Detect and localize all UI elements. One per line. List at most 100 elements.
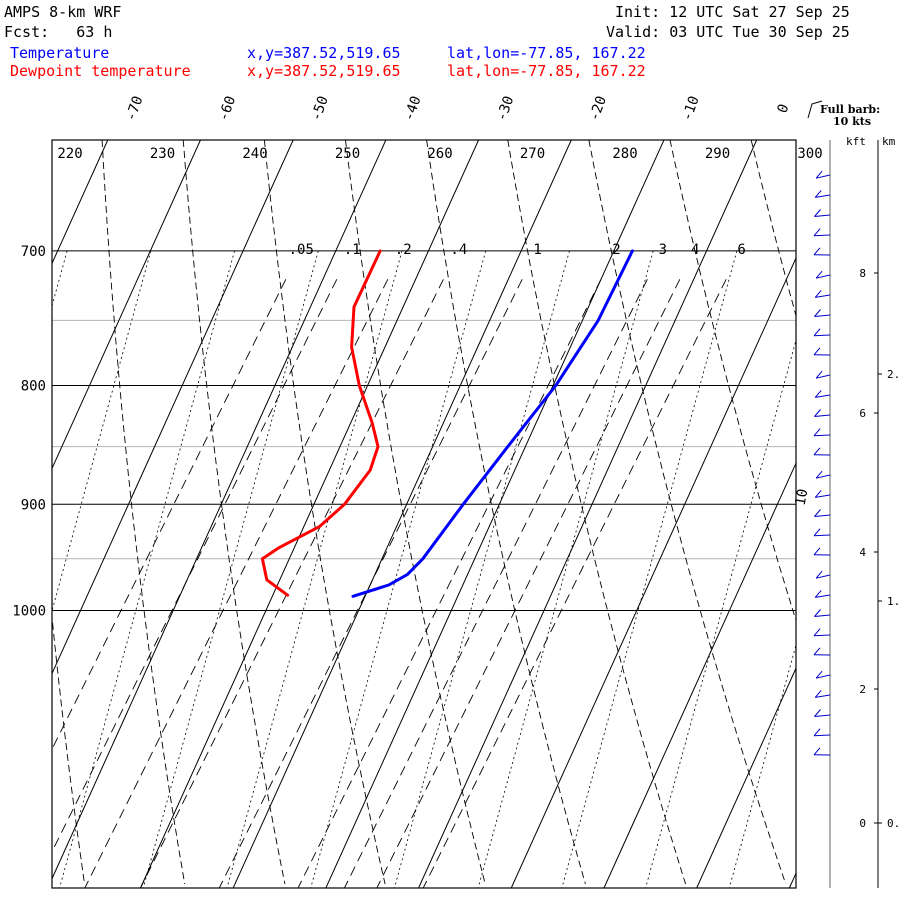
moist-adiabat — [394, 250, 570, 888]
potential-temperature-label: 270 — [520, 146, 545, 162]
temperature-legend: Temperature — [10, 44, 110, 62]
forecast-hour: Fcst: 63 h — [4, 23, 113, 41]
moist-adiabat — [477, 250, 654, 888]
wind-barb — [815, 370, 831, 379]
plot-area-lines — [52, 140, 900, 888]
mixing-ratio-label: .2 — [395, 242, 412, 258]
mixing-ratio-line — [84, 279, 389, 888]
barb-key-line2: 10 kts — [833, 115, 871, 128]
moist-adiabat — [142, 250, 319, 888]
valid-time: Valid: 03 UTC Tue 30 Sep 25 — [606, 23, 850, 41]
isotherm-label: -30 — [494, 94, 518, 123]
potential-temperature-label: 260 — [427, 146, 452, 162]
plot-frame — [51, 139, 797, 889]
potential-temperature-label: 290 — [705, 146, 730, 162]
temperature-trace — [351, 249, 634, 598]
mixing-ratio-label: 2 — [612, 242, 620, 258]
wind-barb — [814, 490, 831, 498]
potential-temperature-label: 230 — [150, 146, 175, 162]
isotherm — [510, 256, 796, 888]
pressure-label: 900 — [21, 497, 46, 513]
moist-adiabat — [226, 250, 403, 888]
mixing-ratio-label: 1 — [533, 242, 541, 258]
mixing-ratio-label: 6 — [737, 242, 745, 258]
mixing-ratio-line — [422, 279, 727, 888]
dry-adiabat — [507, 140, 687, 885]
mixing-ratio-line — [376, 279, 681, 888]
mixing-ratio-label: 4 — [691, 242, 699, 258]
mixing-ratio-label: .4 — [450, 242, 467, 258]
isotherm — [52, 140, 294, 675]
wind-barb — [815, 670, 831, 679]
wind-barb — [813, 747, 831, 756]
isotherm-10-label: 10 — [793, 488, 812, 507]
dry-adiabat — [832, 140, 900, 884]
kft-tick-label: 8 — [859, 267, 866, 280]
wind-barb — [814, 290, 831, 298]
barb-key-line1: Full barb: — [820, 103, 880, 116]
mixing-ratio-line — [297, 279, 602, 888]
potential-temperature-label: 240 — [242, 146, 267, 162]
data-traces — [260, 249, 634, 598]
isotherm-label: -40 — [401, 94, 425, 123]
isotherm-label: -20 — [586, 94, 610, 123]
potential-temperature-label: 220 — [57, 146, 82, 162]
wind-barb — [814, 690, 831, 698]
moist-adiabat — [52, 250, 68, 308]
wind-barb — [813, 547, 831, 556]
moist-adiabat — [813, 251, 900, 888]
isotherm — [232, 140, 572, 888]
mixing-ratio-line — [344, 279, 648, 888]
kft-tick-label: 0 — [859, 817, 866, 830]
dewpoint-latlon: lat,lon=-77.85, 167.22 — [447, 62, 646, 80]
dewpoint-trace — [260, 249, 382, 597]
moist-adiabat — [561, 250, 738, 888]
mixing-ratio-line — [140, 279, 444, 888]
dry-adiabat — [669, 140, 796, 622]
pressure-label: 1000 — [12, 603, 46, 619]
isotherm — [52, 140, 109, 265]
mixing-ratio-label: .1 — [344, 242, 361, 258]
wind-barb — [815, 170, 831, 179]
wind-barb — [813, 447, 831, 456]
isotherm — [52, 140, 387, 880]
wind-barb — [814, 590, 831, 598]
isotherm-label: -50 — [308, 94, 332, 123]
temperature-xy: x,y=387.52,519.65 — [247, 44, 401, 62]
mixing-ratio-label: .05 — [289, 242, 314, 258]
isotherm-label: 0 — [775, 102, 793, 115]
temperature-latlon: lat,lon=-77.85, 167.22 — [447, 44, 646, 62]
isotherm — [325, 140, 665, 888]
dry-adiabat — [750, 140, 796, 318]
wind-barb — [813, 647, 831, 656]
moist-adiabat — [52, 250, 152, 613]
km-tick-label: 0. — [887, 817, 900, 830]
kft-tick-label: 2 — [859, 683, 866, 696]
background-grid — [51, 139, 900, 889]
wind-barb — [814, 709, 831, 717]
isotherm-label: -60 — [216, 94, 240, 123]
potential-temperature-label: 250 — [335, 146, 360, 162]
wind-barb — [813, 328, 831, 337]
isotherm — [603, 461, 796, 888]
km-label: km — [882, 135, 896, 148]
kft-tick-label: 4 — [859, 546, 866, 559]
moist-adiabat — [59, 250, 235, 888]
dry-adiabat — [426, 140, 586, 885]
wind-barb — [815, 570, 831, 579]
model-title: AMPS 8-km WRF — [4, 3, 122, 21]
wind-barb — [813, 428, 831, 437]
dewpoint-xy: x,y=387.52,519.65 — [247, 62, 401, 80]
pressure-label: 800 — [21, 379, 46, 395]
mixing-ratio-line — [52, 279, 287, 751]
isotherm — [418, 140, 758, 888]
wind-barb — [814, 609, 831, 617]
wind-barb — [813, 347, 831, 356]
dry-adiabat — [182, 140, 286, 885]
pressure-label: 700 — [21, 244, 46, 260]
wind-barb — [813, 247, 831, 256]
dry-adiabat — [52, 612, 86, 885]
mixing-ratio-label: 3 — [659, 242, 667, 258]
